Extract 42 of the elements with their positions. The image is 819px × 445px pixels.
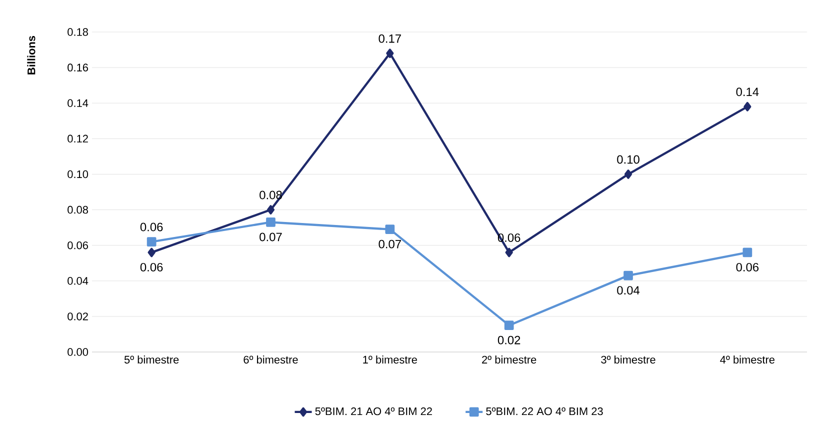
data-label: 0.02 — [498, 336, 520, 344]
y-tick-label: 0.02 — [68, 312, 88, 320]
data-label: 0.10 — [617, 155, 640, 164]
point — [266, 205, 275, 214]
x-tick-label: 2º bimestre — [482, 356, 536, 364]
y-tick-label: 0.18 — [68, 28, 88, 36]
point — [742, 248, 752, 258]
data-label: 0.07 — [378, 240, 401, 248]
y-tick-label: 0.16 — [68, 64, 88, 72]
y-tick-label: 0.12 — [68, 134, 88, 143]
data-label: 0.06 — [736, 262, 759, 272]
y-tick-label: 0.04 — [68, 277, 88, 285]
point — [504, 320, 514, 330]
y-axis-title: Billions — [27, 36, 36, 74]
x-tick-label: 6º bimestre — [244, 356, 298, 364]
y-tick-label: 0.06 — [68, 241, 88, 250]
y-tick-label: 0.10 — [68, 170, 88, 178]
point — [744, 102, 752, 112]
point — [266, 218, 276, 227]
data-label: 0.08 — [260, 190, 282, 200]
point — [146, 237, 156, 246]
point — [624, 170, 632, 179]
x-tick-label: 3º bimestre — [601, 356, 656, 364]
data-label: 0.17 — [378, 34, 401, 43]
point — [624, 270, 633, 280]
point — [386, 48, 394, 58]
point — [505, 248, 513, 258]
point — [385, 224, 395, 234]
legend-label: 5ºBIM. 22 AO 4º BIM 23 — [486, 407, 603, 416]
x-tick-label: 4º bimestre — [720, 356, 774, 364]
y-tick-label: 0.00 — [68, 348, 88, 356]
x-tick-label: 1º bimestre — [363, 356, 417, 364]
y-tick-label: 0.14 — [68, 99, 88, 107]
data-label: 0.04 — [617, 286, 640, 295]
legend-label: 5ºBIM. 21 AO 4º BIM 22 — [315, 407, 432, 416]
x-tick-label: 5º bimestre — [124, 356, 179, 364]
data-label: 0.06 — [140, 262, 163, 272]
data-label: 0.14 — [736, 88, 759, 96]
y-tick-label: 0.08 — [68, 206, 88, 214]
point — [148, 248, 156, 258]
data-label: 0.06 — [140, 222, 163, 232]
data-label: 0.07 — [260, 232, 282, 242]
